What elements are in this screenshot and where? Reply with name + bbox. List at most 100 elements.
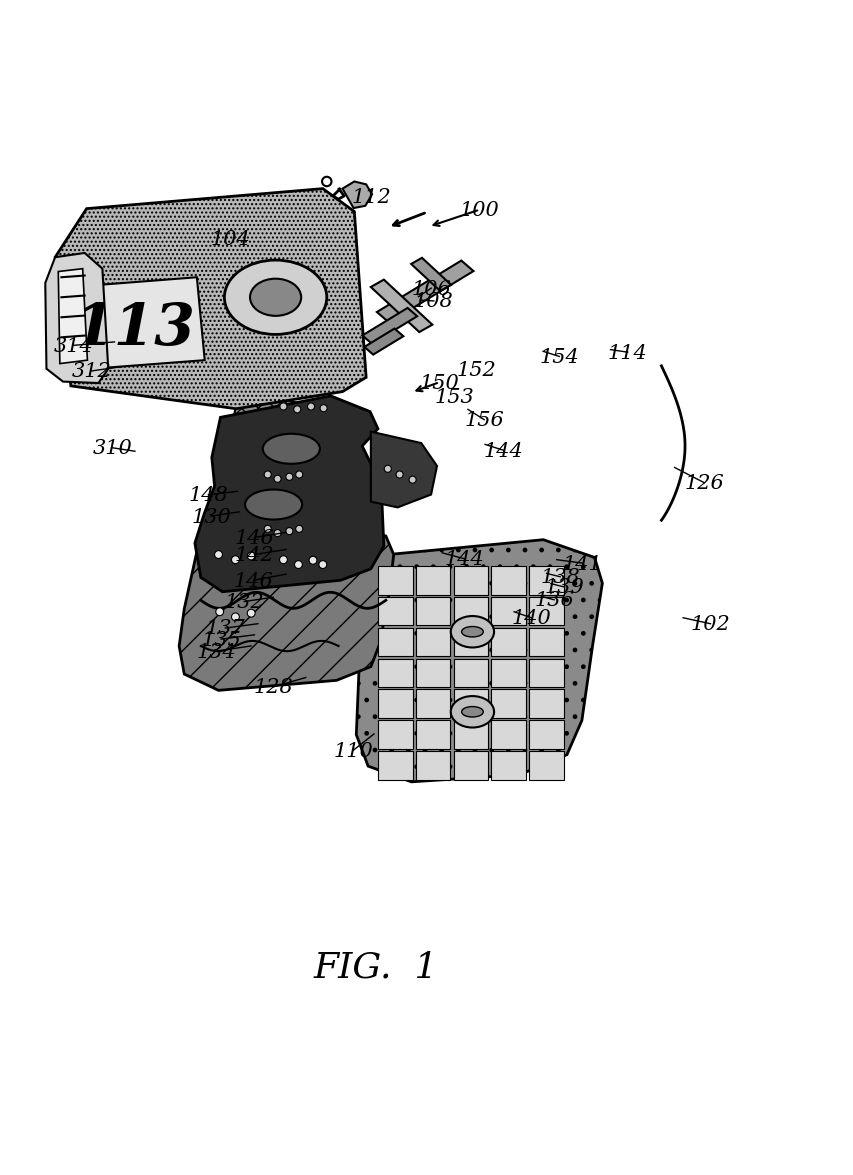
Polygon shape (378, 720, 412, 750)
Text: 152: 152 (456, 361, 496, 380)
Ellipse shape (245, 490, 302, 521)
Ellipse shape (461, 707, 483, 718)
Ellipse shape (450, 697, 494, 727)
Polygon shape (370, 281, 432, 333)
Text: 132: 132 (224, 592, 264, 611)
Polygon shape (356, 540, 601, 783)
Circle shape (294, 562, 302, 569)
Polygon shape (86, 278, 205, 369)
Text: 104: 104 (211, 230, 250, 249)
Circle shape (274, 530, 281, 537)
Polygon shape (453, 566, 488, 595)
Text: 100: 100 (460, 201, 499, 220)
Text: 148: 148 (189, 485, 228, 505)
Text: 141: 141 (562, 555, 601, 573)
Text: 106: 106 (411, 280, 450, 298)
Polygon shape (415, 659, 450, 687)
Polygon shape (529, 566, 563, 595)
Circle shape (286, 474, 293, 481)
Text: 314: 314 (54, 336, 93, 356)
Polygon shape (453, 629, 488, 657)
Circle shape (231, 556, 239, 564)
Polygon shape (415, 566, 450, 595)
Circle shape (247, 552, 255, 560)
Text: 150: 150 (420, 374, 459, 392)
Circle shape (279, 556, 287, 564)
Polygon shape (490, 752, 525, 780)
Text: 144: 144 (484, 442, 523, 461)
Polygon shape (529, 690, 563, 718)
Text: 114: 114 (607, 343, 647, 362)
Polygon shape (490, 690, 525, 718)
Circle shape (295, 526, 303, 533)
Text: 154: 154 (539, 348, 578, 367)
Text: 139: 139 (544, 578, 583, 597)
Circle shape (264, 526, 271, 533)
Text: 134: 134 (197, 642, 236, 662)
Polygon shape (453, 720, 488, 750)
Polygon shape (490, 597, 525, 626)
Circle shape (231, 613, 239, 622)
Polygon shape (415, 629, 450, 657)
Polygon shape (490, 566, 525, 595)
Polygon shape (194, 396, 384, 592)
Polygon shape (415, 720, 450, 750)
Polygon shape (370, 432, 437, 508)
Polygon shape (376, 261, 473, 323)
Text: 310: 310 (93, 439, 132, 458)
Polygon shape (410, 258, 450, 291)
Text: 102: 102 (690, 615, 729, 633)
Circle shape (318, 562, 327, 569)
Text: 126: 126 (684, 474, 723, 492)
Text: FIG.  1: FIG. 1 (313, 951, 438, 985)
Polygon shape (490, 720, 525, 750)
Polygon shape (362, 309, 417, 344)
Polygon shape (490, 629, 525, 657)
Text: 144: 144 (444, 550, 484, 569)
Polygon shape (378, 690, 412, 718)
Text: 135: 135 (201, 630, 241, 649)
Polygon shape (378, 566, 412, 595)
Text: 130: 130 (191, 508, 230, 526)
Ellipse shape (250, 280, 301, 316)
Circle shape (320, 405, 327, 412)
Circle shape (309, 557, 316, 565)
Polygon shape (364, 329, 403, 355)
Polygon shape (453, 752, 488, 780)
Circle shape (396, 471, 403, 478)
Polygon shape (529, 659, 563, 687)
Polygon shape (453, 690, 488, 718)
Text: 137: 137 (206, 619, 245, 638)
Polygon shape (378, 597, 412, 626)
Circle shape (295, 471, 303, 478)
Text: 153: 153 (434, 388, 473, 407)
Polygon shape (490, 659, 525, 687)
Polygon shape (342, 182, 372, 209)
Polygon shape (453, 597, 488, 626)
Polygon shape (529, 629, 563, 657)
Ellipse shape (224, 261, 327, 335)
Text: 138: 138 (540, 568, 579, 586)
Circle shape (274, 476, 281, 483)
Text: 312: 312 (72, 362, 111, 381)
Text: 112: 112 (351, 188, 391, 207)
Circle shape (409, 477, 415, 484)
Text: 146: 146 (234, 571, 273, 590)
Polygon shape (55, 189, 366, 409)
Circle shape (264, 471, 271, 478)
Polygon shape (529, 720, 563, 750)
Polygon shape (453, 659, 488, 687)
Text: 140: 140 (511, 609, 550, 627)
Circle shape (216, 609, 223, 616)
Polygon shape (529, 752, 563, 780)
Ellipse shape (263, 435, 320, 464)
Ellipse shape (461, 627, 483, 638)
Text: 136: 136 (534, 591, 573, 610)
Ellipse shape (450, 617, 494, 647)
Circle shape (247, 610, 255, 618)
Polygon shape (58, 269, 87, 364)
Polygon shape (378, 629, 412, 657)
Text: 108: 108 (414, 293, 453, 311)
Polygon shape (45, 254, 108, 384)
Text: 110: 110 (334, 741, 373, 760)
